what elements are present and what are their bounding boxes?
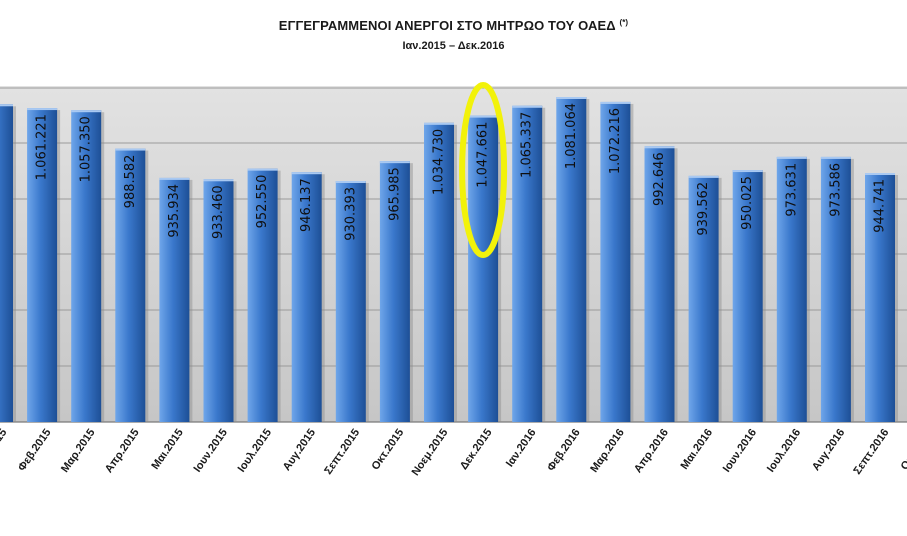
x-tick-label: Μαρ.2016 xyxy=(588,427,627,475)
bar-Σεπτ.2016 xyxy=(865,173,895,422)
highlight-ellipse xyxy=(459,82,508,258)
bar-Ιαν.2015 xyxy=(0,104,13,422)
bar-Αυγ.2015 xyxy=(291,172,322,422)
bar-value-label: 950.025 xyxy=(740,176,755,230)
bar-top-edge xyxy=(688,175,719,178)
bar-Φεβ.2015 xyxy=(27,108,58,422)
x-tick-label: Μαρ.2015 xyxy=(59,427,98,475)
bar-top-edge xyxy=(247,168,278,171)
x-tick-label: Ιουν.2016 xyxy=(721,427,759,475)
bar-Ιουλ.2016 xyxy=(776,156,807,423)
bar-top-edge xyxy=(0,104,13,107)
bar-top-edge xyxy=(512,105,543,108)
x-tick-label: Ιαν.2016 xyxy=(504,427,539,469)
x-tick-label: Απρ.2015 xyxy=(103,427,142,475)
chart-title: ΕΓΓΕΓΡΑΜΜΕΝΟΙ ΑΝΕΡΓΟΙ ΣΤΟ ΜΗΤΡΩΟ ΤΟΥ ΟΑΕ… xyxy=(278,18,629,33)
bar-Ιουν.2016 xyxy=(732,170,763,422)
x-tick-label: Φεβ.2016 xyxy=(545,427,583,474)
x-tick-label: Σεπτ.2016 xyxy=(851,427,891,477)
bar-value-label: 1.057.350 xyxy=(79,116,94,182)
bar-top-edge xyxy=(820,156,851,159)
chart-header: ΕΓΓΕΓΡΑΜΜΕΝΟΙ ΑΝΕΡΓΟΙ ΣΤΟ ΜΗΤΡΩΟ ΤΟΥ ΟΑΕ… xyxy=(0,18,907,52)
bar-value-label: 973.586 xyxy=(828,163,843,217)
x-tick-label: Νοεμ.2015 xyxy=(410,427,451,478)
bar-top-edge xyxy=(291,172,322,175)
bar-Ιουν.2015 xyxy=(203,179,234,422)
bar-Μαι.2016 xyxy=(688,175,719,422)
bar-value-label: 1.081.064 xyxy=(564,103,579,169)
bar-Ιαν.2016 xyxy=(512,105,543,423)
bar-top-edge xyxy=(71,110,102,113)
bar-top-edge xyxy=(732,170,763,173)
x-tick-label: Ιουλ.2016 xyxy=(765,427,803,475)
x-tick-label: Ιαν.2015 xyxy=(0,427,9,469)
bar-value-label: 965.985 xyxy=(387,167,402,221)
chart-title-footnote-mark: (*) xyxy=(619,18,629,27)
bar-value-label: 952.550 xyxy=(255,175,270,229)
bar-top-edge xyxy=(115,148,146,151)
bar-Δεκ.2015 xyxy=(468,115,499,422)
x-tick-label: Μαι.2016 xyxy=(679,427,716,472)
bar-value-label: 930.393 xyxy=(343,187,358,241)
bar-top-edge xyxy=(644,146,675,149)
bar-Σεπτ.2015 xyxy=(335,181,366,422)
bar-value-label: 933.460 xyxy=(211,185,226,239)
bar-top-edge xyxy=(159,177,190,180)
bar-Μαι.2015 xyxy=(159,177,190,422)
bar-top-edge xyxy=(600,101,631,104)
bar-Νοεμ.2015 xyxy=(424,122,454,423)
bar-value-label: 946.137 xyxy=(299,178,314,232)
x-tick-label: Οκτ.2015 xyxy=(369,427,406,472)
x-tick-label: Ιουν.2015 xyxy=(192,427,230,475)
bar-value-label: 992.646 xyxy=(652,152,667,206)
x-tick-label: Ιουλ.2015 xyxy=(236,427,274,475)
bar-value-label: 944.741 xyxy=(873,179,888,233)
bar-top-edge xyxy=(468,115,499,118)
bar-value-label: 1.061.221 xyxy=(35,114,50,180)
bar-top-edge xyxy=(335,181,366,183)
bar-Απρ.2016 xyxy=(644,146,675,422)
bar-value-label: 935.934 xyxy=(167,184,182,238)
bar-top-edge xyxy=(424,122,454,125)
bar-Φεβ.2016 xyxy=(556,97,587,422)
bar-value-label: 988.582 xyxy=(123,155,138,209)
x-tick-label: Οκτ.2016 xyxy=(899,427,907,472)
x-tick-label: Αυγ.2015 xyxy=(281,427,318,473)
bar-Μαρ.2016 xyxy=(600,101,631,423)
bar-top-edge xyxy=(865,173,895,176)
bar-top-edge xyxy=(203,179,234,182)
bar-value-label: 939.562 xyxy=(696,182,711,236)
x-tick-label: Δεκ.2015 xyxy=(458,427,495,472)
chart-subtitle: Ιαν.2015 – Δεκ.2016 xyxy=(402,40,505,52)
bar-top-edge xyxy=(556,97,587,99)
bar-value-label: 973.631 xyxy=(784,163,799,217)
bar-value-label: 1.065.337 xyxy=(520,112,535,178)
bar-Ιουλ.2015 xyxy=(247,168,278,422)
bar-value-label: 1.072.216 xyxy=(608,108,623,174)
bar-Μαρ.2015 xyxy=(71,110,102,422)
bar-value-label: 1.047.661 xyxy=(476,122,491,188)
bar-Απρ.2015 xyxy=(115,148,146,423)
bar-top-edge xyxy=(379,161,410,164)
x-tick-label: Φεβ.2015 xyxy=(16,427,54,474)
x-tick-label: Σεπτ.2015 xyxy=(322,427,362,477)
bar-value-label: 1.034.730 xyxy=(432,129,447,195)
x-tick-label: Αυγ.2016 xyxy=(810,427,847,473)
x-tick-label: Μαι.2015 xyxy=(149,427,186,472)
bar-top-edge xyxy=(27,108,58,111)
bar-Οκτ.2015 xyxy=(379,161,410,423)
bar-Αυγ.2016 xyxy=(820,156,851,423)
bar-top-edge xyxy=(776,156,807,159)
x-tick-label: Απρ.2016 xyxy=(632,427,671,475)
